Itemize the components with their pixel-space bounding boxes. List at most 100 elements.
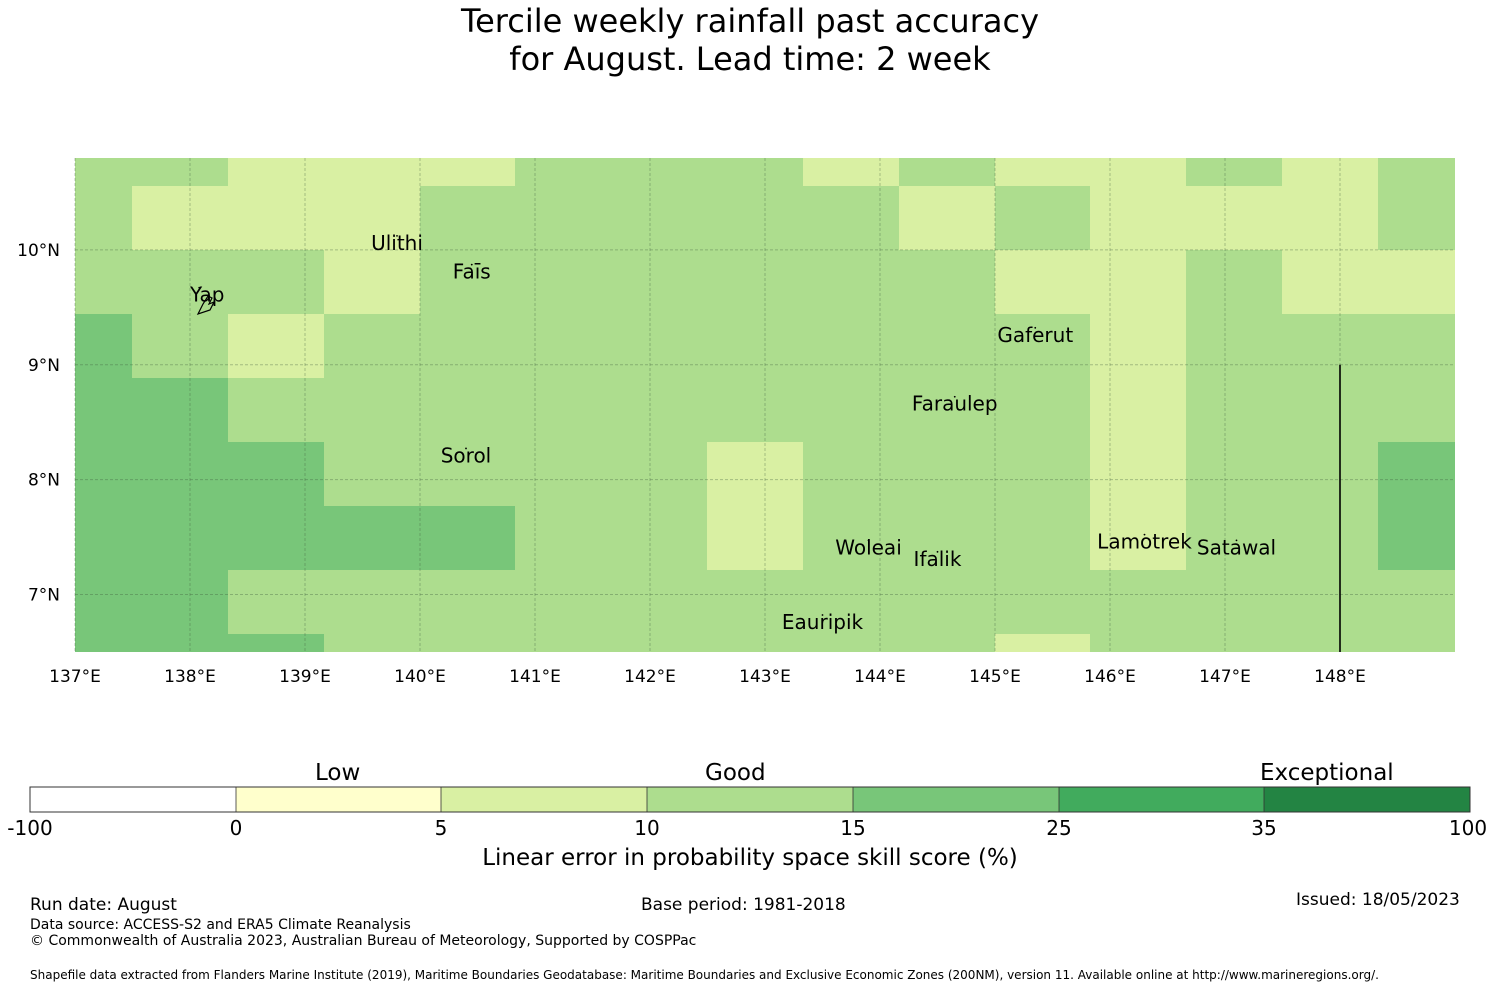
skill-cell [995, 442, 1090, 506]
island-marker [198, 286, 201, 289]
skill-cell [75, 158, 132, 186]
place-label: Ifalik [914, 547, 962, 571]
skill-cell [1090, 158, 1186, 186]
issued-date: Issued: 18/05/2023 [1296, 890, 1460, 910]
colorbar-tick: 5 [434, 816, 448, 840]
colorbar-tick: 10 [634, 816, 660, 840]
skill-cell [228, 506, 324, 570]
skill-cell [1282, 186, 1378, 250]
skill-cell [132, 570, 228, 634]
skill-cell [1090, 314, 1186, 378]
skill-cell [611, 314, 707, 378]
lon-tick-label: 145°E [969, 667, 1021, 687]
colorbar-tick: 25 [1046, 816, 1072, 840]
skill-cell [324, 442, 420, 506]
skill-cell [228, 378, 324, 442]
skill-cell [899, 506, 995, 570]
skill-cell [803, 186, 899, 250]
island-marker [465, 447, 467, 450]
lon-tick-label: 140°E [394, 667, 446, 687]
skill-cell [803, 442, 899, 506]
skill-cell [515, 186, 611, 250]
colorbar-title: Linear error in probability space skill … [482, 845, 1018, 871]
skill-cell [324, 378, 420, 442]
skill-cell [132, 634, 228, 652]
colorbar-segment [1264, 787, 1470, 812]
skill-cell [515, 506, 611, 570]
lat-tick-label: 9°N [28, 356, 60, 376]
skill-cell [803, 250, 899, 314]
skill-cell [803, 570, 899, 634]
colorbar-segment [441, 787, 647, 812]
skill-cell [1090, 378, 1186, 442]
skill-cell [1186, 250, 1282, 314]
lat-tick-label: 8°N [28, 471, 60, 491]
skill-cell [1282, 314, 1378, 378]
skill-cell [1378, 570, 1455, 634]
lon-tick-label: 144°E [854, 667, 906, 687]
skill-cell [228, 158, 324, 186]
data-source: Data source: ACCESS-S2 and ERA5 Climate … [30, 917, 411, 933]
shapefile-credit: Shapefile data extracted from Flanders M… [30, 968, 1379, 982]
skill-cell [1282, 158, 1378, 186]
skill-cell [611, 442, 707, 506]
island-marker [1235, 539, 1238, 542]
skill-cell [1282, 442, 1378, 506]
skill-cell [611, 634, 707, 652]
lon-tick-label: 143°E [739, 667, 791, 687]
place-label: Gaferut [997, 323, 1073, 347]
skill-cell [324, 506, 420, 570]
skill-cell [899, 634, 995, 652]
title-line-1: Tercile weekly rainfall past accuracy [460, 2, 1039, 40]
skill-cell [75, 506, 132, 570]
skill-cell [1378, 442, 1455, 506]
colorbar-tick: -100 [7, 816, 53, 840]
skill-cell [899, 158, 995, 186]
skill-cell [1282, 250, 1378, 314]
skill-cell [75, 314, 132, 378]
island-marker [1034, 326, 1037, 329]
lat-tick-label: 10°N [17, 241, 60, 261]
run-date: Run date: August [30, 895, 177, 915]
skill-cell [899, 442, 995, 506]
skill-cell [1378, 378, 1455, 442]
skill-cell [324, 250, 420, 314]
colorbar-segment [1059, 787, 1264, 812]
yap-island-outline [196, 295, 216, 316]
skill-cell [1282, 506, 1378, 570]
skill-cell [611, 250, 707, 314]
place-label: Woleai [835, 535, 902, 559]
colorbar-tick: 100 [1448, 816, 1488, 840]
skill-cell [132, 314, 228, 378]
island-marker [867, 539, 870, 542]
category-low-label: Low [315, 760, 361, 786]
skill-cell [75, 442, 132, 506]
skill-cell [1282, 634, 1378, 652]
skill-cell [420, 158, 515, 186]
colorbar-tick: 0 [229, 816, 243, 840]
colorbar-frame [29, 786, 1471, 813]
lon-tick-label: 142°E [624, 667, 676, 687]
skill-cell [132, 186, 228, 250]
skill-cell [707, 158, 803, 186]
skill-cell [1090, 186, 1186, 250]
skill-cell [899, 250, 995, 314]
skill-cell [611, 506, 707, 570]
skill-cell [515, 442, 611, 506]
skill-cell [420, 186, 515, 250]
skill-cell [420, 570, 515, 634]
colorbar-segment [647, 787, 853, 812]
skill-cell [420, 442, 515, 506]
skill-cell [707, 570, 803, 634]
skill-cell [1186, 314, 1282, 378]
skill-cell [324, 158, 420, 186]
skill-cell [1090, 570, 1186, 634]
lon-tick-label: 141°E [509, 667, 561, 687]
title-line-2: for August. Lead time: 2 week [509, 40, 991, 78]
skill-cell [324, 634, 420, 652]
skill-cell [803, 506, 899, 570]
skill-cell [1186, 570, 1282, 634]
skill-cell [420, 314, 515, 378]
place-label: Yap [189, 283, 224, 307]
island-marker [470, 263, 473, 266]
